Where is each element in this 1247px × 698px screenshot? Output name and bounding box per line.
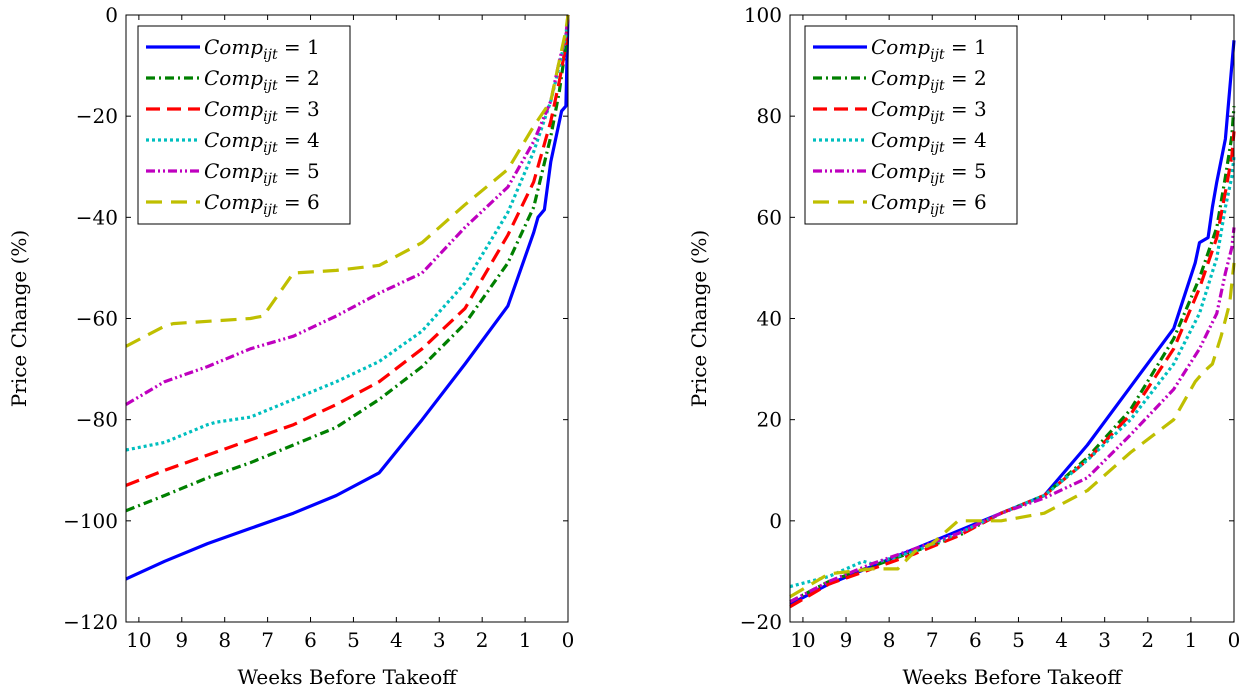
y-tick-label: 60	[757, 205, 782, 229]
legend: Compijt = 1 Compijt = 2 Compijt = 3 Compijt…	[137, 25, 351, 225]
x-tick-label: 10	[126, 628, 151, 652]
y-tick-label: 40	[757, 307, 782, 331]
series-line-3	[125, 14, 570, 487]
series-line-2	[789, 105, 1236, 604]
series-line-5	[789, 227, 1236, 604]
legend: Compijt = 1 Compijt = 2 Compijt = 3 Compijt…	[804, 25, 1018, 225]
x-tick-label: 6	[969, 628, 982, 652]
x-tick-label: 6	[304, 628, 317, 652]
x-tick-label: 0	[562, 628, 575, 652]
legend-label-1: Compijt = 1	[871, 35, 987, 63]
series-line-1	[125, 14, 570, 581]
x-tick-label: 9	[840, 628, 853, 652]
series-line-5	[125, 14, 570, 406]
x-tick-label: 8	[218, 628, 231, 652]
x-axis-label: Weeks Before Takeoff	[238, 665, 459, 689]
legend-box	[137, 25, 351, 225]
x-tick-label: 2	[476, 628, 489, 652]
x-tick-label: 5	[1012, 628, 1025, 652]
series-line-6	[789, 262, 1236, 599]
x-tick-label: 10	[790, 628, 815, 652]
x-tick-label: 8	[883, 628, 896, 652]
x-tick-label: 3	[433, 628, 446, 652]
legend-label-6: Compijt = 6	[871, 190, 987, 218]
legend-label-6: Compijt = 6	[204, 190, 320, 218]
x-tick-label: 3	[1098, 628, 1111, 652]
legend-label-2: Compijt = 2	[871, 66, 987, 94]
x-tick-label: 2	[1141, 628, 1154, 652]
legend-label-5: Compijt = 5	[204, 159, 320, 187]
legend-label-4: Compijt = 4	[871, 128, 987, 156]
series-line-4	[789, 156, 1236, 589]
legend-label-3: Compijt = 3	[871, 97, 987, 125]
y-tick-label: −20	[76, 104, 118, 128]
y-tick-label: −120	[63, 610, 118, 634]
x-tick-label: 7	[261, 628, 274, 652]
y-tick-label: 0	[769, 509, 782, 533]
x-axis-label: Weeks Before Takeoff	[903, 665, 1124, 689]
x-tick-label: 1	[1185, 628, 1198, 652]
legend-box	[804, 25, 1018, 225]
y-tick-label: −60	[76, 307, 118, 331]
series-line-4	[125, 14, 570, 452]
x-tick-label: 7	[926, 628, 939, 652]
legend-label-2: Compijt = 2	[204, 66, 320, 94]
y-tick-label: −100	[63, 509, 118, 533]
x-tick-label: 1	[519, 628, 532, 652]
y-tick-label: −80	[76, 408, 118, 432]
x-tick-label: 0	[1228, 628, 1241, 652]
series-line-2	[125, 14, 570, 513]
x-tick-label: 5	[347, 628, 360, 652]
y-tick-label: 100	[744, 3, 782, 27]
x-tick-label: 9	[175, 628, 188, 652]
y-tick-label: 80	[757, 104, 782, 128]
x-tick-label: 4	[1055, 628, 1068, 652]
y-axis-label: Price Change (%)	[7, 230, 31, 407]
y-axis-label: Price Change (%)	[687, 230, 711, 407]
legend-label-4: Compijt = 4	[204, 128, 320, 156]
legend-label-5: Compijt = 5	[871, 159, 987, 187]
y-tick-label: −20	[740, 610, 782, 634]
series-line-3	[789, 131, 1236, 609]
legend-label-1: Compijt = 1	[204, 35, 320, 63]
legend-label-3: Compijt = 3	[204, 97, 320, 125]
x-tick-label: 4	[390, 628, 403, 652]
y-tick-label: 20	[757, 408, 782, 432]
series-line-6	[125, 14, 570, 348]
y-tick-label: −40	[76, 205, 118, 229]
y-tick-label: 0	[105, 3, 118, 27]
